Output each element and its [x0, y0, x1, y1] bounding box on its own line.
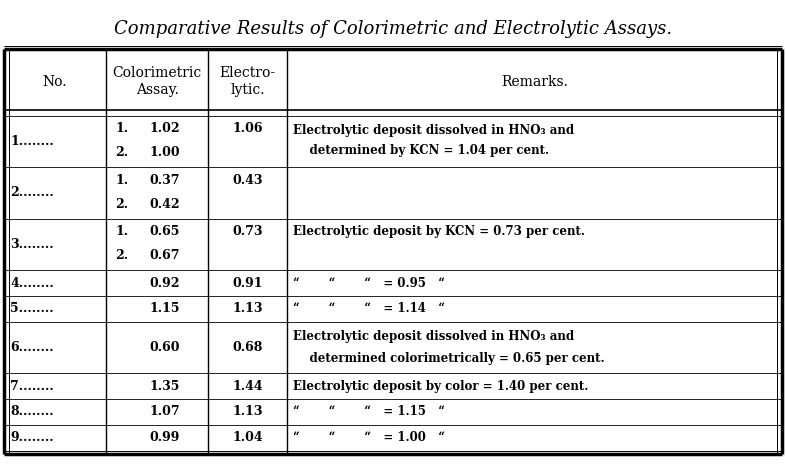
- Text: “       “       “   = 1.15   “: “ “ “ = 1.15 “: [293, 405, 445, 418]
- Text: 6........: 6........: [10, 341, 54, 354]
- Text: 1.15: 1.15: [150, 302, 180, 315]
- Text: Comparative Results of Colorimetric and Electrolytic Assays.: Comparative Results of Colorimetric and …: [114, 20, 672, 38]
- Text: “       “       “   = 1.00   “: “ “ “ = 1.00 “: [293, 431, 445, 444]
- Text: 0.37: 0.37: [150, 173, 180, 186]
- Text: 2.: 2.: [116, 249, 129, 262]
- Text: 1.: 1.: [116, 225, 129, 238]
- Text: Electrolytic deposit by KCN = 0.73 per cent.: Electrolytic deposit by KCN = 0.73 per c…: [293, 225, 586, 238]
- Text: 1.44: 1.44: [233, 380, 263, 393]
- Text: 5........: 5........: [10, 302, 54, 315]
- Text: 1.06: 1.06: [233, 122, 263, 135]
- Text: 1.07: 1.07: [150, 405, 180, 418]
- Text: 0.60: 0.60: [150, 341, 180, 354]
- Text: Electrolytic deposit dissolved in HNO₃ and: Electrolytic deposit dissolved in HNO₃ a…: [293, 123, 575, 137]
- Text: 0.65: 0.65: [150, 225, 180, 238]
- Text: 0.73: 0.73: [233, 225, 263, 238]
- Text: 3........: 3........: [10, 238, 54, 251]
- Text: 2........: 2........: [10, 186, 54, 199]
- Text: 1.00: 1.00: [150, 146, 180, 159]
- Text: Electrolytic deposit dissolved in HNO₃ and: Electrolytic deposit dissolved in HNO₃ a…: [293, 329, 575, 343]
- Text: 4........: 4........: [10, 277, 54, 289]
- Text: 9........: 9........: [10, 431, 54, 444]
- Text: 1.: 1.: [116, 122, 129, 135]
- Text: Electrolytic deposit by color = 1.40 per cent.: Electrolytic deposit by color = 1.40 per…: [293, 380, 589, 393]
- Text: 2.: 2.: [116, 198, 129, 211]
- Text: 1.02: 1.02: [150, 122, 180, 135]
- Text: Electro-
lytic.: Electro- lytic.: [219, 67, 276, 96]
- Text: 1.35: 1.35: [150, 380, 180, 393]
- Text: 0.91: 0.91: [233, 277, 263, 289]
- Text: Colorimetric
Assay.: Colorimetric Assay.: [112, 67, 202, 96]
- Text: determined by KCN = 1.04 per cent.: determined by KCN = 1.04 per cent.: [293, 144, 549, 157]
- Text: “       “       “   = 1.14   “: “ “ “ = 1.14 “: [293, 302, 445, 315]
- Text: 8........: 8........: [10, 405, 54, 418]
- Text: 1.13: 1.13: [233, 405, 263, 418]
- Text: 0.92: 0.92: [150, 277, 180, 289]
- Text: 0.43: 0.43: [233, 173, 263, 186]
- Text: 2.: 2.: [116, 146, 129, 159]
- Text: 0.68: 0.68: [233, 341, 263, 354]
- Text: 1........: 1........: [10, 135, 54, 148]
- Text: 1.13: 1.13: [233, 302, 263, 315]
- Text: 0.67: 0.67: [150, 249, 180, 262]
- Text: 0.42: 0.42: [150, 198, 180, 211]
- Text: determined colorimetrically = 0.65 per cent.: determined colorimetrically = 0.65 per c…: [293, 352, 604, 365]
- Text: 1.04: 1.04: [233, 431, 263, 444]
- Text: 0.99: 0.99: [150, 431, 180, 444]
- Text: “       “       “   = 0.95   “: “ “ “ = 0.95 “: [293, 277, 445, 289]
- Text: No.: No.: [42, 75, 68, 89]
- Text: 1.: 1.: [116, 173, 129, 186]
- Text: Remarks.: Remarks.: [501, 75, 568, 89]
- Text: 7........: 7........: [10, 380, 54, 393]
